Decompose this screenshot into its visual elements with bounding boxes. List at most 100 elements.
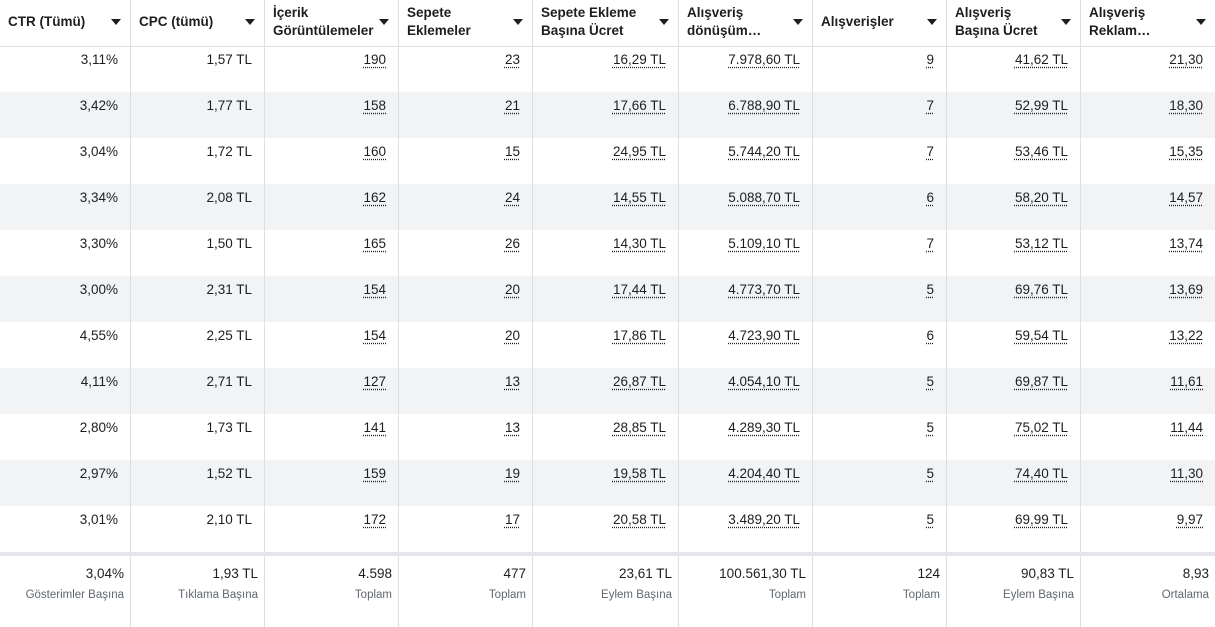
chevron-down-icon[interactable]	[111, 19, 121, 25]
cell-value[interactable]: 11,61	[1170, 374, 1203, 389]
column-header-cost_per_purchase[interactable]: Alışveriş Başına Ücret	[947, 0, 1081, 46]
cell-value[interactable]: 5.109,10 TL	[728, 236, 800, 251]
chevron-down-icon[interactable]	[379, 19, 389, 25]
column-header-purchase_roas[interactable]: Alışveriş Reklam…	[1081, 0, 1215, 46]
cell-value[interactable]: 7	[926, 98, 934, 113]
cell-value[interactable]: 6	[926, 328, 934, 343]
cell-value[interactable]: 18,30	[1169, 98, 1203, 113]
cell-value[interactable]: 74,40 TL	[1014, 466, 1068, 481]
column-header-content_views[interactable]: İçerik Görüntülemeler	[265, 0, 399, 46]
cell-value[interactable]: 190	[363, 52, 386, 67]
cell-value[interactable]: 159	[363, 466, 386, 481]
cell-value[interactable]: 17	[504, 512, 520, 527]
cell-value[interactable]: 158	[363, 98, 386, 113]
cell-value[interactable]: 6	[926, 190, 934, 205]
cell-value[interactable]: 21,30	[1169, 52, 1203, 67]
cell-value[interactable]: 127	[363, 374, 386, 389]
cell-value[interactable]: 23	[504, 52, 520, 67]
summary-cell-cpc: 1,93 TL Tıklama Başına	[131, 556, 265, 627]
cell-value[interactable]: 16,29 TL	[612, 52, 666, 67]
cell-value[interactable]: 11,44	[1170, 420, 1203, 435]
cell-value[interactable]: 165	[363, 236, 386, 251]
cell-value[interactable]: 13,74	[1169, 236, 1203, 251]
cell-value[interactable]: 14,57	[1169, 190, 1203, 205]
table-cell-cost_per_purchase: 58,20 TL	[947, 184, 1081, 230]
column-header-add_to_cart[interactable]: Sepete Eklemeler	[399, 0, 533, 46]
cell-value[interactable]: 4.289,30 TL	[728, 420, 800, 435]
cell-value[interactable]: 24	[504, 190, 520, 205]
cell-value[interactable]: 7.978,60 TL	[728, 52, 800, 67]
cell-value[interactable]: 5	[926, 282, 934, 297]
cell-value[interactable]: 58,20 TL	[1014, 190, 1068, 205]
chevron-down-icon[interactable]	[245, 19, 255, 25]
cell-value[interactable]: 19,58 TL	[612, 466, 666, 481]
cell-value[interactable]: 13,69	[1169, 282, 1203, 297]
cell-value[interactable]: 172	[363, 512, 386, 527]
cell-value[interactable]: 69,76 TL	[1014, 282, 1068, 297]
cell-value[interactable]: 4.204,40 TL	[728, 466, 800, 481]
summary-value: 3,04%	[85, 566, 124, 581]
cell-value[interactable]: 69,99 TL	[1014, 512, 1068, 527]
cell-value[interactable]: 9,97	[1176, 512, 1203, 527]
column-header-cpc[interactable]: CPC (tümü)	[131, 0, 265, 46]
cell-value[interactable]: 20,58 TL	[612, 512, 666, 527]
cell-value[interactable]: 4.723,90 TL	[728, 328, 800, 343]
chevron-down-icon[interactable]	[513, 19, 523, 25]
cell-value[interactable]: 53,12 TL	[1014, 236, 1068, 251]
chevron-down-icon[interactable]	[1196, 19, 1206, 25]
cell-value[interactable]: 14,30 TL	[612, 236, 666, 251]
cell-value[interactable]: 26	[504, 236, 520, 251]
cell-value[interactable]: 15	[504, 144, 520, 159]
cell-value[interactable]: 19	[504, 466, 520, 481]
column-header-label: Sepete	[407, 5, 452, 20]
cell-value[interactable]: 69,87 TL	[1014, 374, 1068, 389]
cell-value[interactable]: 4.773,70 TL	[728, 282, 800, 297]
cell-value[interactable]: 13	[504, 420, 520, 435]
column-header-cost_per_add_to_cart[interactable]: Sepete Ekleme Başına Ücret	[533, 0, 679, 46]
cell-value[interactable]: 13,22	[1169, 328, 1203, 343]
cell-value[interactable]: 5	[926, 512, 934, 527]
cell-value[interactable]: 15,35	[1169, 144, 1203, 159]
cell-value[interactable]: 13	[504, 374, 520, 389]
cell-value[interactable]: 6.788,90 TL	[728, 98, 800, 113]
cell-value[interactable]: 52,99 TL	[1014, 98, 1068, 113]
cell-value[interactable]: 141	[363, 420, 386, 435]
cell-value[interactable]: 5.088,70 TL	[728, 190, 800, 205]
cell-value[interactable]: 5	[926, 420, 934, 435]
cell-value[interactable]: 14,55 TL	[612, 190, 666, 205]
chevron-down-icon[interactable]	[793, 19, 803, 25]
cell-value[interactable]: 5	[926, 374, 934, 389]
cell-value[interactable]: 7	[926, 236, 934, 251]
cell-value[interactable]: 154	[363, 328, 386, 343]
cell-value[interactable]: 41,62 TL	[1014, 52, 1068, 67]
cell-value[interactable]: 20	[504, 282, 520, 297]
cell-value[interactable]: 53,46 TL	[1014, 144, 1068, 159]
table-cell-purchase_value: 5.088,70 TL	[679, 184, 813, 230]
cell-value[interactable]: 20	[504, 328, 520, 343]
cell-value[interactable]: 17,86 TL	[612, 328, 666, 343]
column-header-purchase_value[interactable]: Alışveriş dönüşüm…	[679, 0, 813, 46]
chevron-down-icon[interactable]	[659, 19, 669, 25]
cell-value[interactable]: 26,87 TL	[612, 374, 666, 389]
cell-value[interactable]: 154	[363, 282, 386, 297]
cell-value[interactable]: 162	[363, 190, 386, 205]
column-header-purchases[interactable]: Alışverişler	[813, 0, 947, 46]
cell-value[interactable]: 24,95 TL	[612, 144, 666, 159]
chevron-down-icon[interactable]	[1061, 19, 1071, 25]
cell-value[interactable]: 17,66 TL	[612, 98, 666, 113]
cell-value[interactable]: 59,54 TL	[1014, 328, 1068, 343]
cell-value[interactable]: 5	[926, 466, 934, 481]
cell-value[interactable]: 160	[363, 144, 386, 159]
cell-value[interactable]: 9	[926, 52, 934, 67]
cell-value[interactable]: 7	[926, 144, 934, 159]
cell-value[interactable]: 11,30	[1170, 466, 1203, 481]
column-header-ctr[interactable]: CTR (Tümü)	[0, 0, 131, 46]
chevron-down-icon[interactable]	[927, 19, 937, 25]
cell-value[interactable]: 17,44 TL	[612, 282, 666, 297]
cell-value[interactable]: 3.489,20 TL	[728, 512, 800, 527]
cell-value[interactable]: 21	[504, 98, 520, 113]
cell-value[interactable]: 28,85 TL	[612, 420, 666, 435]
cell-value[interactable]: 75,02 TL	[1014, 420, 1068, 435]
cell-value[interactable]: 5.744,20 TL	[728, 144, 800, 159]
cell-value[interactable]: 4.054,10 TL	[728, 374, 800, 389]
